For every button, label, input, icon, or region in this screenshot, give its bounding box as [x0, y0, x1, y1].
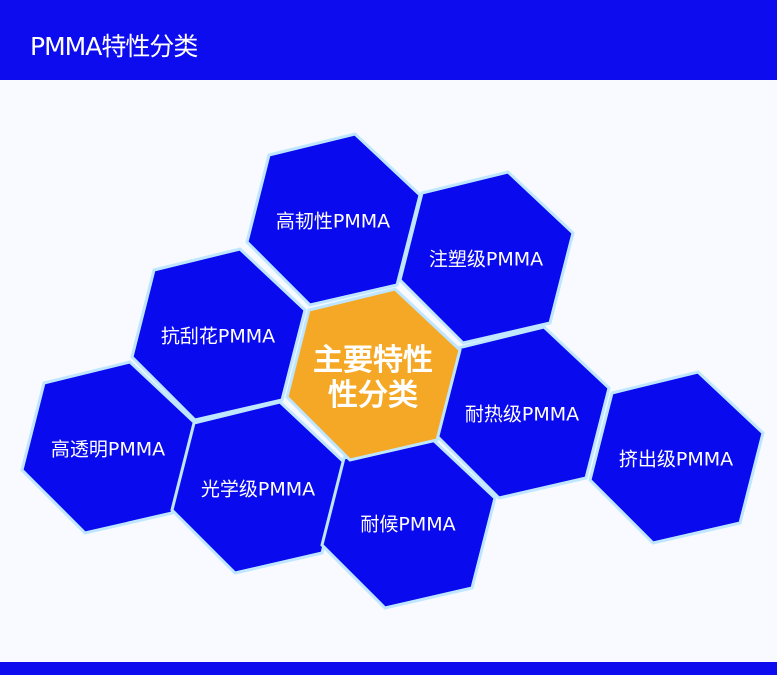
- center-hexagon: [285, 287, 462, 462]
- category-label: 注塑级PMMA: [429, 249, 543, 271]
- header-bar: PMMA特性分类: [0, 0, 777, 80]
- category-hexagon: [398, 170, 575, 345]
- page-title: PMMA特性分类: [30, 32, 198, 61]
- category-label: 挤出级PMMA: [619, 449, 733, 471]
- category-label: 耐热级PMMA: [465, 404, 579, 426]
- category-hexagon: [20, 360, 197, 535]
- category-hexagon: [170, 400, 347, 575]
- category-label: 抗刮花PMMA: [161, 326, 275, 348]
- center-label-line2: 性分类: [328, 378, 418, 413]
- category-label: 耐候PMMA: [360, 514, 455, 536]
- category-label: 光学级PMMA: [201, 479, 315, 501]
- category-hexagon: [588, 370, 765, 545]
- footer-bar: [0, 662, 777, 675]
- category-label: 高韧性PMMA: [276, 211, 390, 233]
- center-label-line1: 主要特性: [313, 343, 433, 378]
- category-label: 高透明PMMA: [51, 439, 165, 461]
- category-hexagon: [130, 247, 307, 422]
- category-hexagon: [245, 132, 422, 307]
